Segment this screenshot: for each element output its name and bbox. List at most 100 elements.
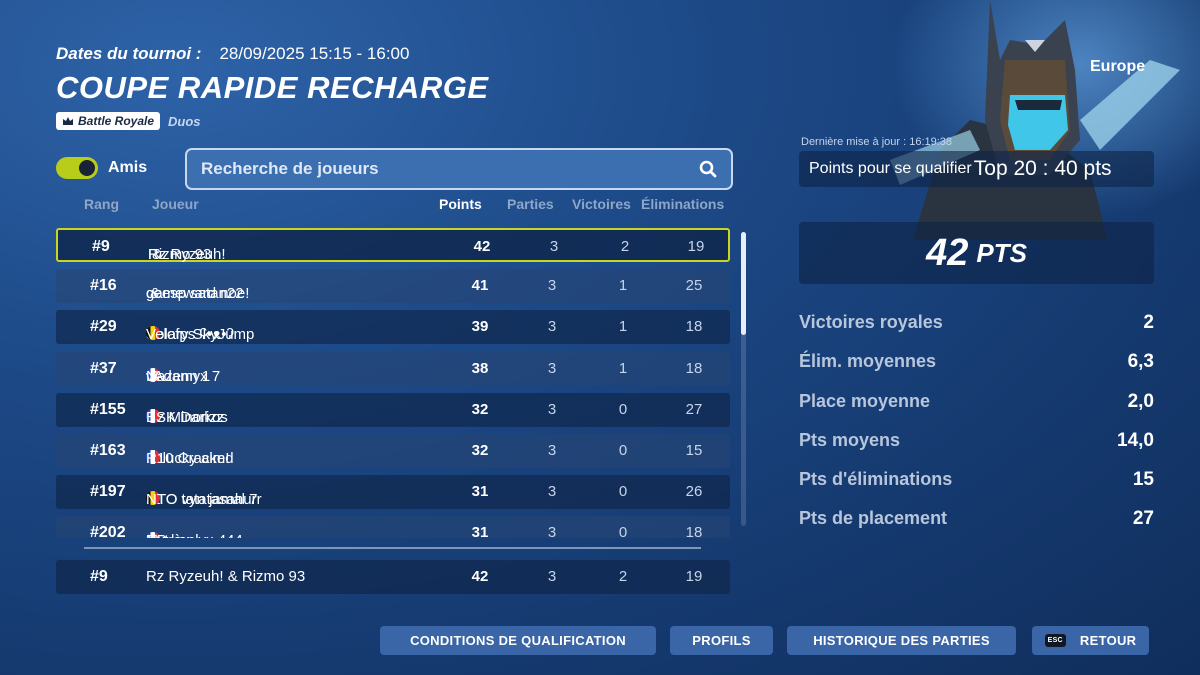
stat-row: Pts de placement 27	[799, 506, 1154, 545]
match-history-button[interactable]: Historique des parties	[787, 626, 1016, 655]
table-row[interactable]: #16 gameward noe! & ceesp satan22 41 3 1 25	[56, 269, 730, 304]
row-points: 38	[471, 359, 489, 377]
stat-row: Pts moyens 14,0	[799, 428, 1154, 467]
own-team-row[interactable]: #9 Rz Ryzeuh! & Rizmo 93 42 3 2 19	[56, 560, 730, 594]
row-elims: 27	[685, 400, 703, 418]
row-wins: 1	[618, 359, 628, 377]
total-points-unit: PTS	[976, 237, 1027, 268]
stat-label: Pts moyens	[799, 429, 901, 450]
row-rank: #16	[90, 277, 117, 295]
stat-label: Élim. moyennes	[799, 351, 937, 372]
row-points: 42	[471, 568, 489, 585]
qualify-label: Points pour se qualifier	[809, 160, 972, 177]
row-points: 31	[471, 483, 489, 501]
row-games: 3	[547, 318, 557, 336]
stat-value: 14,0	[1117, 429, 1154, 451]
stat-value: 2,0	[1127, 390, 1154, 412]
tournament-header: Dates du tournoi : 28/09/2025 15:15 - 16…	[56, 44, 489, 130]
leaderboard-scrollbar[interactable]	[741, 232, 746, 526]
table-row[interactable]: #37 frNazenn 1 & vAdamyx 7 38 3 1 18	[56, 351, 730, 386]
profiles-button[interactable]: Profils	[670, 626, 773, 655]
player-two: BSK Darkos	[146, 408, 228, 426]
region-label: Europe	[1090, 58, 1146, 75]
player-search[interactable]	[185, 148, 733, 190]
row-games: 3	[547, 400, 557, 418]
row-rank: #9	[90, 568, 108, 585]
col-elims[interactable]: Éliminations	[641, 196, 725, 212]
last-updated: Dernière mise à jour : 16:19:38	[801, 136, 953, 148]
row-wins: 0	[618, 400, 628, 418]
row-elims: 15	[685, 442, 703, 459]
row-elims: 18	[685, 359, 703, 377]
stat-label: Place moyenne	[799, 390, 931, 411]
player-one: NTO vyn jamal 7	[146, 491, 258, 509]
player-separator: &	[146, 532, 164, 538]
row-games: 3	[547, 277, 557, 295]
player-one: unlucky aim!	[146, 450, 230, 467]
team-mode-tag: Duos	[168, 113, 201, 129]
scrollbar-thumb[interactable]	[741, 232, 746, 335]
qualify-points: Points pour se qualifier Top 20 : 40 pts	[799, 151, 1154, 187]
row-points: 31	[471, 524, 489, 538]
stat-label: Victoires royales	[799, 312, 943, 332]
player-two: R10 Cracked	[146, 450, 234, 467]
row-elims: 18	[685, 524, 703, 538]
search-icon[interactable]	[699, 160, 717, 178]
stat-row: Pts d'éliminations 15	[799, 467, 1154, 506]
stat-row: Victoires royales 2	[799, 310, 1154, 349]
character-artwork	[850, 0, 1200, 240]
flag-be-icon: be	[146, 491, 160, 506]
col-wins[interactable]: Victoires	[572, 196, 631, 212]
crown-icon	[63, 117, 73, 125]
row-games: 3	[547, 359, 557, 377]
friends-filter[interactable]: Amis	[56, 157, 147, 179]
player-separator: &	[146, 367, 165, 385]
row-rank: #29	[90, 318, 117, 336]
col-player[interactable]: Joueur	[152, 196, 199, 212]
player-separator: &	[146, 285, 165, 303]
leaderboard-list[interactable]: #9 Rz Ryzeuh! & Rizmo 93 42 3 2 19 #16 gameward…	[56, 228, 730, 538]
player-one: Rz Minorizz	[146, 408, 225, 426]
player-one: Solary SkyJump	[146, 326, 255, 344]
col-points[interactable]: Points	[439, 196, 482, 212]
player-two: vAdamyx 7	[146, 367, 221, 385]
row-points: 32	[471, 400, 489, 418]
stat-label: Pts de placement	[799, 508, 948, 529]
player-one: RB kaplyx 444	[146, 532, 243, 538]
row-rank: #202	[90, 524, 126, 538]
row-wins: 0	[618, 483, 628, 501]
row-rank: #37	[90, 359, 117, 377]
row-player: Rz Ryzeuh! & Rizmo 93	[146, 568, 306, 585]
table-row[interactable]: #202 frRB kaplyx 444 & Nytràx 31 3 0 18	[56, 516, 730, 538]
tournament-tags: Battle Royale Duos	[56, 112, 489, 130]
search-input[interactable]	[201, 159, 699, 179]
row-games: 3	[547, 483, 557, 501]
row-games: 3	[547, 442, 557, 459]
battle-royale-tag: Battle Royale	[56, 112, 161, 130]
col-rank[interactable]: Rang	[84, 196, 119, 212]
stat-label: Pts d'éliminations	[799, 469, 953, 490]
col-games[interactable]: Parties	[507, 196, 554, 212]
row-points: 32	[471, 442, 489, 459]
table-row[interactable]: #9 Rz Ryzeuh! & Rizmo 93 42 3 2 19	[56, 228, 730, 263]
flag-fr-icon: fr	[146, 450, 160, 464]
row-games: 3	[547, 524, 557, 538]
tournament-dates: Dates du tournoi : 28/09/2025 15:15 - 16…	[56, 44, 489, 64]
qualify-value: Top 20 : 40 pts	[973, 157, 1112, 180]
row-rank: #163	[90, 442, 126, 459]
qualification-conditions-button[interactable]: Conditions de qualification	[380, 626, 656, 655]
divider	[84, 547, 701, 549]
stat-value: 6,3	[1127, 351, 1154, 373]
esc-key-icon: ESC	[1044, 634, 1066, 647]
flag-fr-icon: fr	[146, 532, 160, 538]
stat-value: 2	[1143, 312, 1154, 333]
friends-toggle[interactable]	[56, 157, 98, 179]
player-two: Nytràx	[146, 532, 189, 538]
total-points: 42 PTS	[799, 222, 1154, 284]
row-wins: 0	[618, 524, 628, 538]
back-button[interactable]: ESC Retour	[1032, 626, 1149, 655]
